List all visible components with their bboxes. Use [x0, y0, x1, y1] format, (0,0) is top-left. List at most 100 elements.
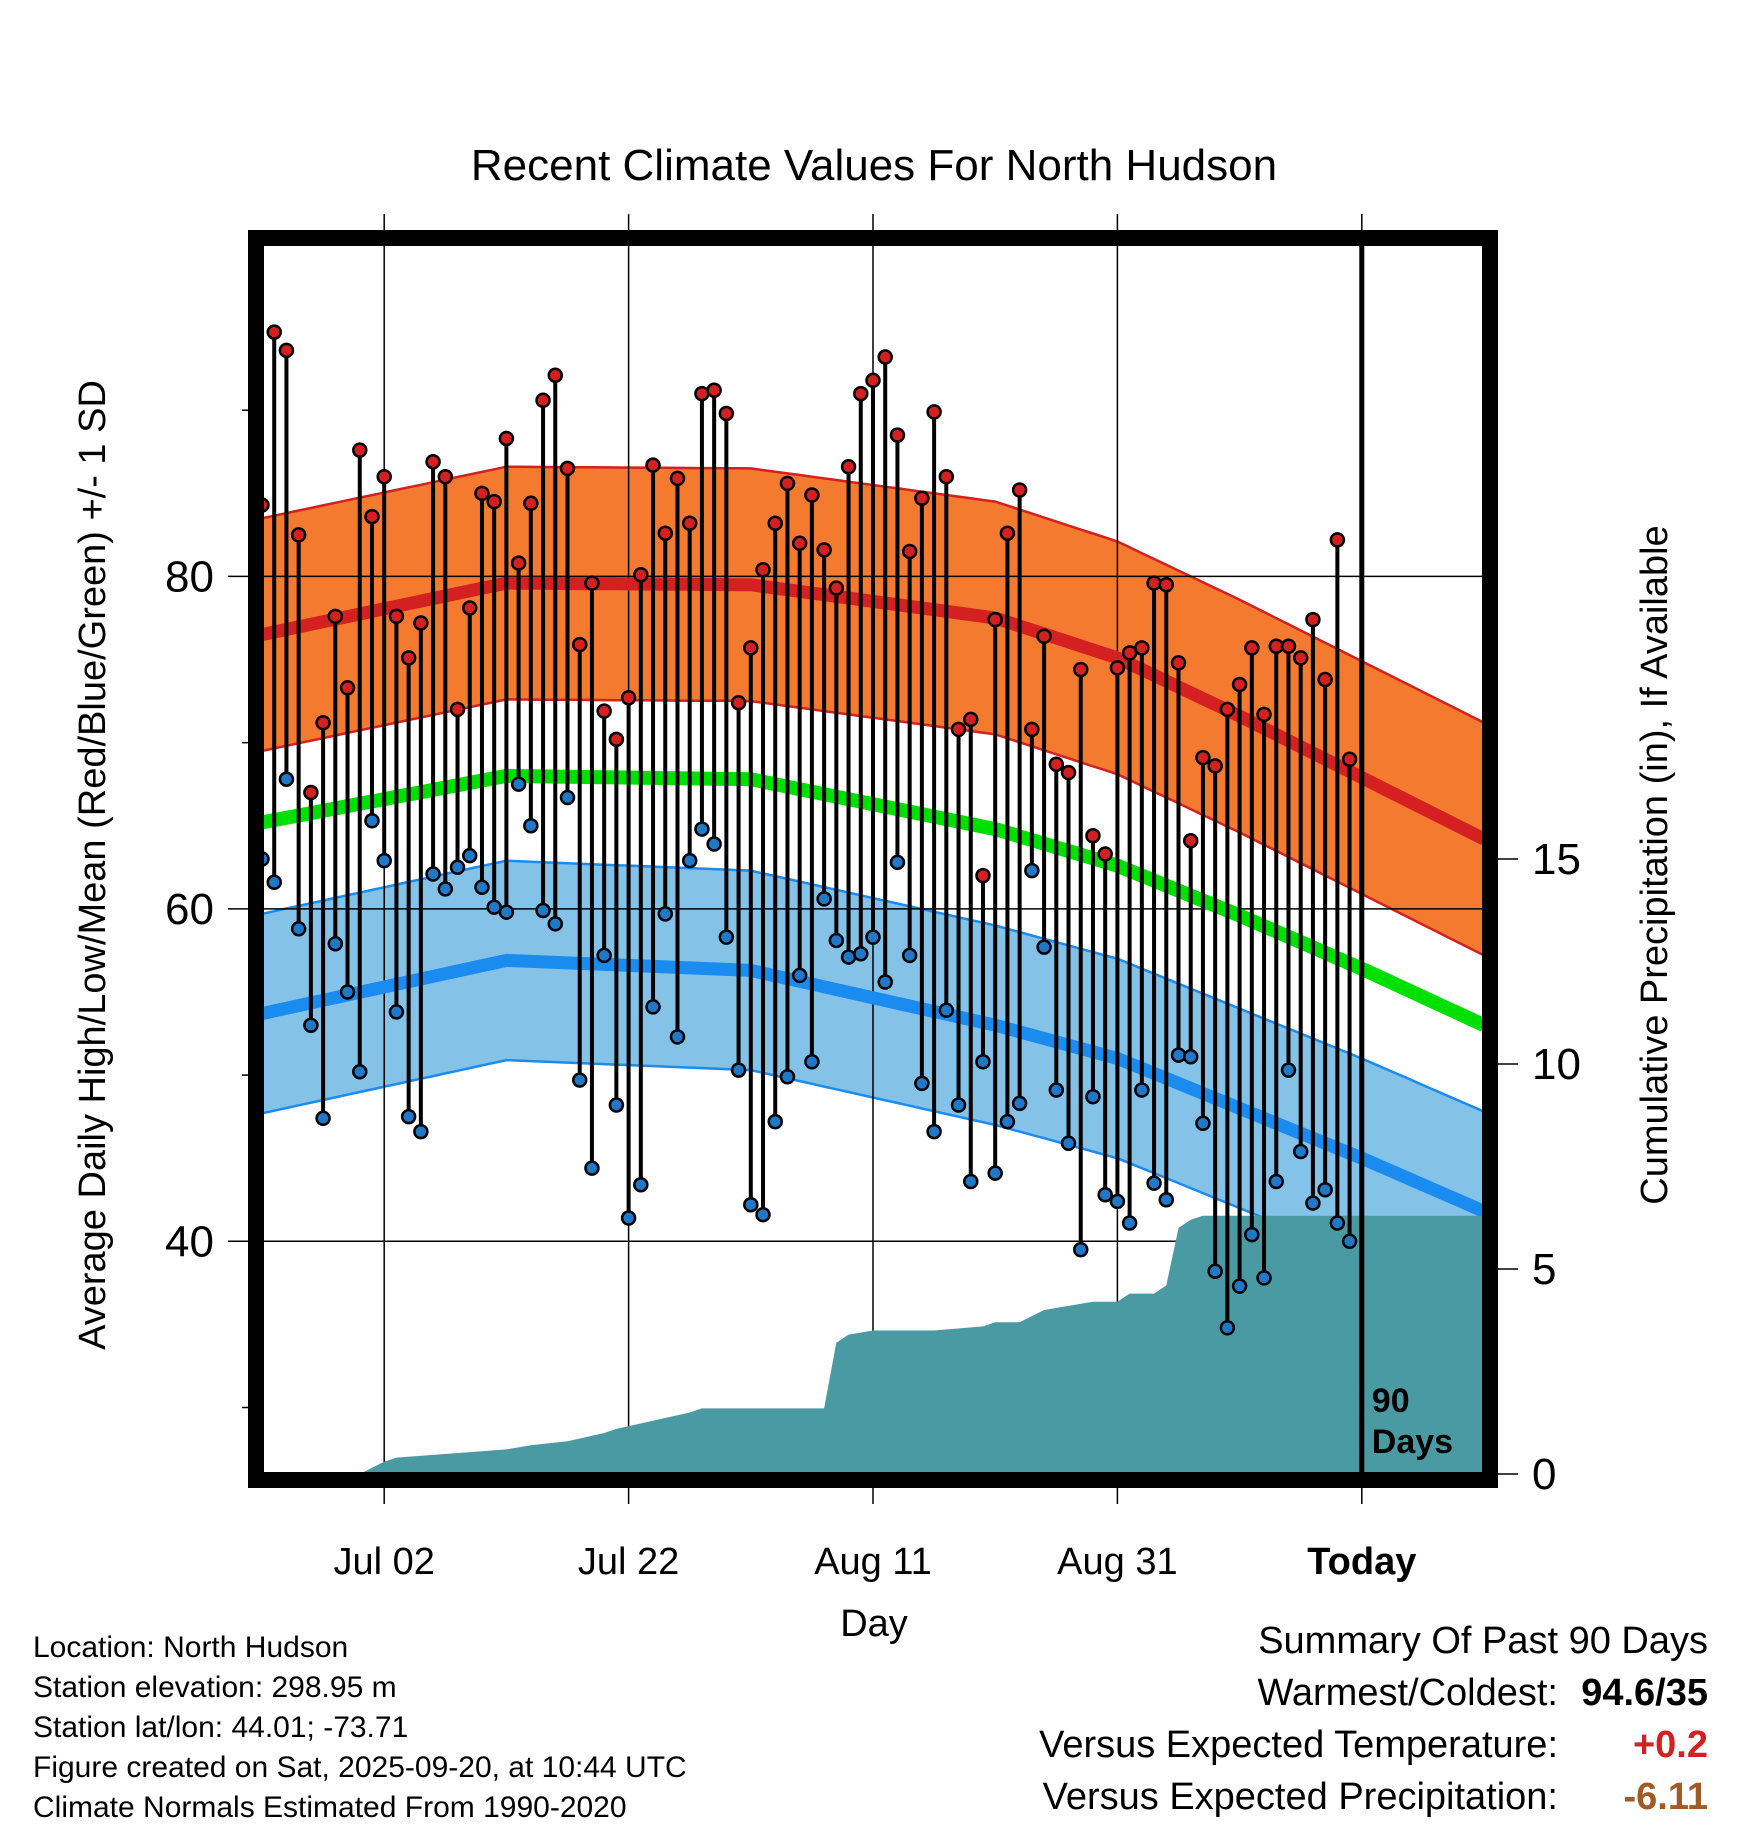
daily-low-point — [1292, 1143, 1309, 1160]
x-tick-label: Today — [1307, 1541, 1416, 1583]
daily-high-point — [1231, 676, 1248, 693]
daily-high-point — [1292, 650, 1309, 666]
daily-high-point — [987, 611, 1003, 628]
daily-high-point — [804, 487, 820, 503]
daily-low-point — [926, 1123, 942, 1140]
daily-high-point — [510, 555, 527, 571]
daily-high-point — [865, 372, 881, 389]
daily-low-point — [987, 1165, 1003, 1181]
daily-high-point — [963, 711, 979, 728]
daily-low-point — [413, 1123, 429, 1140]
daily-low-point — [547, 916, 564, 932]
daily-low-point — [791, 967, 808, 984]
daily-low-point — [1256, 1270, 1272, 1286]
daily-high-point — [1024, 721, 1040, 738]
daily-low-point — [364, 813, 380, 829]
daily-low-point — [1085, 1088, 1101, 1105]
daily-low-point — [1207, 1263, 1223, 1279]
daily-high-point — [1305, 611, 1321, 628]
daily-low-point — [1109, 1193, 1126, 1210]
elevation-text: Station elevation: 298.95 m — [33, 1671, 397, 1704]
y-axis-label: Average Daily High/Low/Mean (Red/Blue/Gr… — [72, 380, 114, 1350]
summary-title: Summary Of Past 90 Days — [1258, 1620, 1708, 1662]
daily-high-point — [413, 615, 429, 631]
daily-high-point — [1109, 660, 1126, 676]
daily-high-point — [1244, 640, 1260, 656]
daily-low-point — [400, 1108, 417, 1125]
y2-tick-label: 15 — [1532, 835, 1581, 884]
daily-low-point — [1231, 1278, 1248, 1294]
y-tick-label: 80 — [165, 552, 214, 601]
daily-high-point — [694, 385, 710, 402]
daily-high-point — [950, 721, 967, 738]
daily-low-point — [950, 1097, 967, 1113]
daily-low-point — [804, 1054, 820, 1070]
warmest-coldest-label: Warmest/Coldest: — [1257, 1672, 1558, 1714]
daily-low-point — [303, 1017, 319, 1033]
daily-high-point — [1048, 756, 1065, 773]
daily-high-point — [388, 608, 405, 625]
daily-high-point — [914, 490, 930, 507]
y2-axis-label: Cumulative Precipitation (in), If Availa… — [1634, 525, 1676, 1204]
daily-high-point — [743, 640, 759, 656]
daily-low-point — [1219, 1319, 1236, 1336]
daily-high-point — [290, 527, 307, 543]
daily-low-point — [938, 1002, 955, 1019]
daily-low-point — [498, 904, 515, 920]
daily-high-point — [425, 453, 441, 470]
daily-high-point — [657, 525, 674, 541]
latlon-text: Station lat/lon: 44.01; -73.71 — [33, 1711, 409, 1744]
daily-low-point — [706, 836, 722, 852]
temp-versus-value: +0.2 — [1632, 1724, 1708, 1766]
daily-low-point — [1011, 1095, 1028, 1112]
daily-low-point — [645, 999, 661, 1015]
normals-text: Climate Normals Estimated From 1990-2020 — [33, 1791, 627, 1824]
daily-low-point — [474, 879, 490, 896]
daily-low-point — [425, 866, 441, 882]
daily-low-point — [1329, 1215, 1346, 1231]
daily-high-point — [1085, 827, 1101, 844]
daily-low-point — [315, 1110, 331, 1127]
daily-low-point — [620, 1210, 637, 1226]
daily-high-point — [571, 636, 588, 653]
daily-low-point — [1060, 1135, 1077, 1151]
daily-high-point — [1182, 832, 1199, 849]
daily-low-point — [388, 1004, 405, 1020]
daily-low-point — [1195, 1115, 1211, 1132]
daily-low-point — [608, 1097, 625, 1113]
daily-low-point — [779, 1068, 796, 1085]
daily-low-point — [681, 852, 698, 869]
daily-low-point — [535, 902, 551, 919]
precip-versus-label: Versus Expected Precipitation: — [1042, 1776, 1558, 1818]
daily-low-point — [694, 821, 710, 837]
daily-high-point — [584, 575, 600, 591]
daily-low-point — [1280, 1062, 1297, 1078]
daily-high-point — [681, 515, 698, 531]
daily-high-point — [1341, 751, 1358, 768]
today-days-label-1: 90 — [1372, 1382, 1410, 1420]
daily-high-point — [791, 535, 808, 551]
daily-low-point — [1121, 1215, 1138, 1231]
daily-high-point — [1036, 628, 1052, 645]
daily-high-point — [901, 543, 918, 560]
daily-high-point — [498, 430, 515, 447]
daily-low-point — [327, 936, 344, 952]
today-days-label-2: Days — [1372, 1423, 1453, 1461]
daily-low-point — [1170, 1047, 1187, 1063]
daily-high-point — [853, 385, 869, 402]
daily-high-point — [1097, 846, 1113, 862]
daily-low-point — [767, 1113, 783, 1130]
station-info: Location: North Hudson Station elevation… — [33, 1628, 687, 1828]
daily-low-point — [352, 1064, 368, 1080]
daily-high-point — [1207, 758, 1223, 774]
daily-low-point — [840, 949, 857, 965]
x-tick-label: Aug 31 — [1057, 1541, 1177, 1583]
daily-high-point — [1280, 638, 1297, 654]
created-text: Figure created on Sat, 2025-09-20, at 10… — [33, 1751, 687, 1784]
daily-high-point — [938, 468, 955, 485]
daily-low-point — [376, 852, 392, 869]
temp-versus-label: Versus Expected Temperature: — [1039, 1724, 1558, 1766]
daily-low-point — [901, 947, 918, 964]
daily-low-point — [559, 789, 576, 806]
daily-high-point — [608, 731, 625, 748]
